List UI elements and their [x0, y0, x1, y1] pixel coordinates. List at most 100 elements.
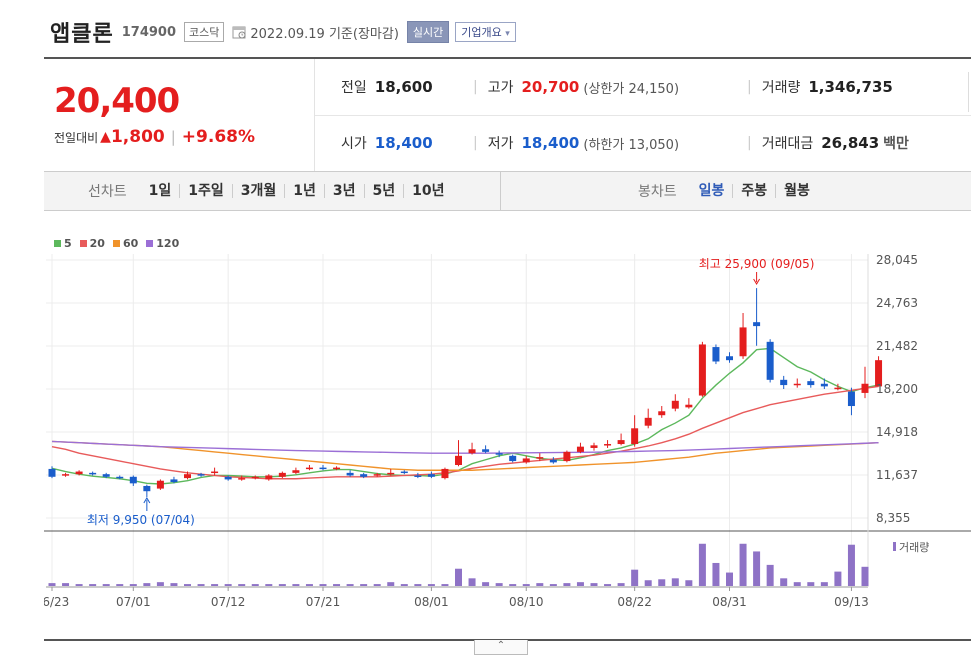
- volume-bar: [753, 551, 761, 586]
- tab-3y[interactable]: 3년: [323, 184, 364, 198]
- volume-bar: [48, 583, 56, 586]
- y-tick-label: 14,918: [876, 425, 918, 439]
- legend-swatch: [146, 240, 154, 247]
- tab-1w[interactable]: 1주일: [179, 184, 232, 198]
- volume-label: 거래량: [761, 80, 801, 96]
- candle-body: [197, 474, 205, 476]
- grid-layer: [44, 254, 971, 588]
- candle-body: [604, 444, 612, 446]
- candle-body: [360, 474, 368, 477]
- volume-bar: [238, 584, 246, 586]
- candle-body: [251, 476, 259, 479]
- tab-1y[interactable]: 1년: [284, 184, 324, 198]
- change-row: 전일대비 ▲ 1,800 | +9.68%: [54, 127, 255, 147]
- market-badge: 코스닥: [184, 22, 225, 42]
- volume-bar: [658, 579, 666, 586]
- candle-body: [753, 322, 761, 327]
- candlestick-chart[interactable]: 28,045 24,763 21,482 18,200 14,918 11,637 8,35…: [44, 209, 971, 639]
- y-tick-label: 21,482: [876, 339, 918, 353]
- volume-bar: [400, 584, 408, 586]
- candle-body: [522, 458, 530, 463]
- tab-10y[interactable]: 10년: [403, 184, 452, 198]
- tab-5y[interactable]: 5년: [363, 184, 404, 198]
- volume-bar: [427, 584, 435, 586]
- upper-limit: (상한가 24,150): [583, 81, 680, 97]
- volume-bar: [346, 584, 354, 586]
- x-tick-label: 08/31: [712, 595, 747, 609]
- legend-label: 120: [156, 237, 180, 250]
- volume-bar: [62, 583, 70, 586]
- up-triangle-icon: ▲: [100, 129, 111, 145]
- legend-ma5: 5: [54, 237, 72, 250]
- collapse-button[interactable]: ⌃: [474, 640, 528, 655]
- candle-body: [346, 472, 354, 476]
- x-tick-label: 09/13: [834, 595, 869, 609]
- volume-bar: [102, 584, 110, 586]
- candle-body: [116, 476, 124, 479]
- quote-details: 전일 18,600 | 고가 20,700 (상한가 24,150) | 거래량…: [314, 59, 971, 171]
- candle-body: [62, 474, 70, 476]
- candle-body: [495, 453, 503, 455]
- realtime-button[interactable]: 실시간: [406, 21, 450, 43]
- candle-body: [48, 468, 56, 477]
- volume-bar: [224, 584, 232, 586]
- candle-body: [333, 467, 341, 470]
- candle-body: [170, 479, 178, 483]
- tab-weekly[interactable]: 주봉: [732, 184, 775, 198]
- y-tick-label: 11,637: [876, 468, 918, 482]
- candle-body: [184, 474, 191, 479]
- volume-bar: [495, 583, 503, 586]
- prev-close-label: 전일: [341, 80, 367, 96]
- stock-code: 174900: [121, 24, 177, 40]
- tab-monthly[interactable]: 월봉: [775, 184, 818, 198]
- y-tick-label: 18,200: [876, 382, 918, 396]
- tab-1d[interactable]: 1일: [148, 183, 172, 199]
- candle-body: [793, 383, 801, 386]
- volume-bar: [549, 584, 557, 586]
- tab-3m[interactable]: 3개월: [231, 184, 285, 198]
- day-low-label: 저가: [487, 136, 514, 152]
- candle-body: [685, 404, 693, 408]
- as-of-date: 2022.09.19 기준(장마감): [250, 26, 399, 42]
- volume-bar: [129, 584, 137, 586]
- y-tick-label: 24,763: [876, 296, 918, 310]
- change-label: 전일대비: [54, 130, 99, 145]
- volume-bar: [590, 583, 598, 586]
- volume-value: 1,346,735: [808, 78, 893, 96]
- volume-bar: [482, 582, 490, 586]
- stock-header: 앱클론 174900 코스닥 2022.09.19 기준(장마감) 실시간 기업…: [50, 14, 516, 50]
- candle-body: [89, 472, 97, 475]
- volume-bar: [305, 584, 313, 586]
- volume-layer: [48, 543, 869, 586]
- candle-body: [766, 341, 774, 380]
- candle-body: [387, 472, 395, 475]
- x-tick-label: 07/21: [306, 595, 341, 609]
- volume-bar: [319, 584, 327, 586]
- volume-bar: [861, 566, 869, 586]
- candle-body: [509, 455, 517, 462]
- candle-body: [224, 476, 232, 480]
- volume-bar: [644, 580, 652, 586]
- candle-body: [563, 451, 571, 462]
- trade-amount-unit: 백만: [883, 136, 909, 152]
- chart-period-tabs: 선차트 1일 1주일 3개월 1년 3년 5년 10년 봉차트 일봉 주봉 월봉: [44, 171, 971, 211]
- legend-ma60: 60: [112, 237, 138, 250]
- candle-chart-tabs: 봉차트 일봉 주봉 월봉: [638, 172, 818, 210]
- volume-bar: [116, 584, 124, 586]
- volume-bar: [739, 543, 747, 586]
- candle-body: [834, 387, 842, 390]
- candle-body: [292, 470, 300, 473]
- volume-bar: [793, 582, 801, 586]
- high-arrow-head: [753, 278, 761, 285]
- volume-bar: [726, 572, 733, 586]
- candle-body: [441, 468, 449, 479]
- separator: |: [170, 128, 176, 146]
- tab-daily[interactable]: 일봉: [698, 183, 725, 199]
- company-overview-button[interactable]: 기업개요 ▾: [455, 22, 516, 42]
- volume-bar: [333, 584, 341, 586]
- volume-bar: [89, 584, 97, 586]
- volume-bar: [251, 584, 259, 586]
- x-tick-label: 07/12: [211, 595, 246, 609]
- low-annotation: 최저 9,950 (07/04): [87, 513, 195, 527]
- trade-amount-value: 26,843: [821, 134, 880, 152]
